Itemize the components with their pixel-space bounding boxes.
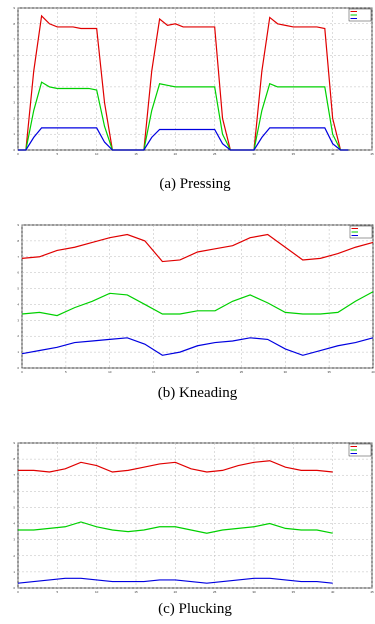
data-line: [18, 14, 349, 151]
data-line: [21, 291, 374, 317]
y-tick-label: 3: [17, 318, 19, 322]
y-tick-label: 5: [13, 69, 15, 73]
y-tick-label: 8: [13, 22, 15, 26]
data-line: [21, 337, 374, 356]
caption: (a) Pressing: [159, 176, 231, 192]
data-line: [17, 577, 333, 584]
x-tick-label: 10: [95, 152, 99, 156]
x-tick-label: 40: [331, 590, 335, 594]
y-tick-label: 6: [13, 489, 15, 493]
x-tick-label: 5: [65, 370, 67, 374]
caption: (c) Plucking: [158, 601, 232, 617]
x-tick-label: 30: [252, 152, 256, 156]
y-tick-label: 2: [13, 554, 15, 558]
y-tick-label: 0: [13, 148, 15, 152]
y-tick-label: 4: [13, 85, 15, 89]
x-tick-label: 40: [331, 152, 335, 156]
y-tick-label: 7: [17, 255, 19, 259]
y-tick-label: 8: [17, 239, 19, 243]
plot-frame: [17, 7, 373, 151]
y-tick-label: 9: [17, 223, 19, 227]
x-tick-label: 10: [95, 590, 99, 594]
x-tick-label: 5: [56, 152, 58, 156]
y-tick-label: 0: [13, 586, 15, 590]
y-tick-label: 1: [13, 570, 15, 574]
x-tick-label: 5: [56, 590, 58, 594]
x-tick-label: 10: [108, 370, 112, 374]
y-tick-label: 3: [13, 101, 15, 105]
data-line: [18, 521, 333, 534]
y-tick-label: 7: [13, 38, 15, 42]
y-tick-label: 3: [13, 538, 15, 542]
x-tick-label: 35: [292, 152, 296, 156]
x-tick-label: 25: [213, 152, 217, 156]
data-line: [18, 460, 333, 473]
y-tick-label: 2: [13, 116, 15, 120]
data-line: [21, 233, 374, 263]
x-tick-label: 40: [371, 370, 375, 374]
y-tick-label: 8: [13, 457, 15, 461]
x-tick-label: 35: [327, 370, 331, 374]
data-line: [18, 81, 349, 151]
y-tick-label: 4: [13, 522, 15, 526]
x-tick-label: 25: [213, 590, 217, 594]
y-tick-label: 1: [13, 132, 15, 136]
x-tick-label: 0: [17, 590, 19, 594]
x-tick-label: 20: [174, 590, 178, 594]
x-tick-label: 20: [174, 152, 178, 156]
plot-frame: [17, 442, 373, 589]
x-tick-label: 45: [370, 590, 374, 594]
x-tick-label: 35: [292, 590, 296, 594]
x-tick-label: 30: [284, 370, 288, 374]
x-tick-label: 45: [370, 152, 374, 156]
x-tick-label: 0: [17, 152, 19, 156]
y-tick-label: 5: [17, 287, 19, 291]
x-tick-label: 15: [134, 590, 138, 594]
x-tick-label: 25: [240, 370, 244, 374]
y-tick-label: 2: [17, 334, 19, 338]
y-tick-label: 9: [13, 441, 15, 445]
y-tick-label: 9: [13, 6, 15, 10]
y-tick-label: 7: [13, 473, 15, 477]
caption: (b) Kneading: [158, 385, 238, 401]
y-tick-label: 1: [17, 350, 19, 354]
y-tick-label: 4: [17, 302, 19, 306]
y-tick-label: 6: [17, 271, 19, 275]
x-tick-label: 0: [21, 370, 23, 374]
y-tick-label: 6: [13, 53, 15, 57]
x-tick-label: 15: [134, 152, 138, 156]
x-tick-label: 20: [196, 370, 200, 374]
x-tick-label: 15: [152, 370, 156, 374]
data-line: [18, 127, 349, 151]
x-tick-label: 30: [252, 590, 256, 594]
y-tick-label: 0: [17, 366, 19, 370]
y-tick-label: 5: [13, 505, 15, 509]
